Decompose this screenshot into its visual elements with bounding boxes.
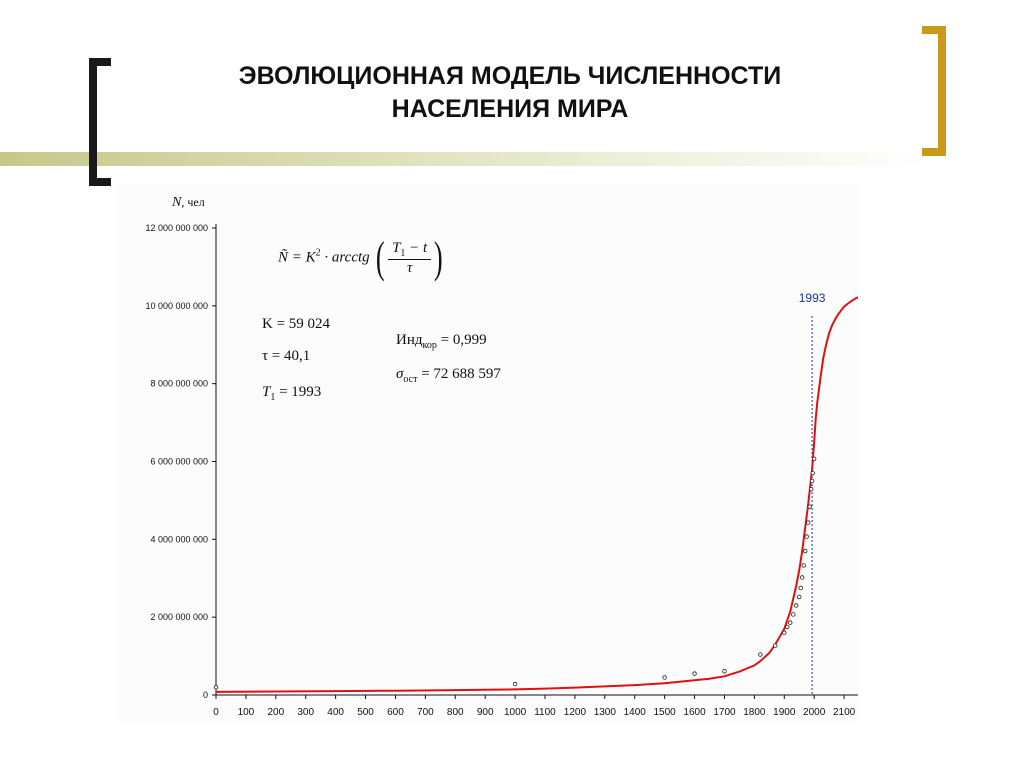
x-tick-label: 1200 (564, 707, 587, 718)
marker-label-1993: 1993 (799, 291, 826, 305)
formula-numerator: T1 − t (388, 239, 432, 260)
x-tick-label: 1000 (504, 707, 527, 718)
x-tick-label: 1800 (743, 707, 766, 718)
formula-num-sub: 1 (400, 247, 406, 259)
observed-point (791, 612, 796, 617)
observed-point (662, 675, 667, 680)
x-tick-label: 2000 (803, 707, 826, 718)
slide-title-line-1: ЭВОЛЮЦИОННАЯ МОДЕЛЬ ЧИСЛЕННОСТИ (238, 62, 782, 90)
x-tick-label: 1400 (624, 707, 647, 718)
param-tau: τ = 40,1 (262, 348, 311, 364)
x-tick-label: 1900 (773, 707, 796, 718)
stat-sigma-value: = 72 688 597 (417, 366, 501, 382)
observed-point (808, 486, 814, 492)
observed-point (807, 504, 812, 509)
x-tick-label: 2100 (833, 707, 856, 718)
observed-point (806, 520, 811, 525)
x-tick-label: 1500 (654, 707, 677, 718)
model-curve (215, 296, 858, 693)
x-tick-label: 1600 (683, 707, 706, 718)
formula-num-t: T (392, 239, 401, 256)
x-tick-label: 1700 (713, 707, 736, 718)
stat-ind-value: = 0,999 (436, 332, 487, 348)
decorative-bar (0, 152, 930, 166)
observed-point (512, 681, 518, 687)
y-tick-label: 8 000 000 000 (150, 379, 208, 389)
y-axis-label-symbol: N (171, 195, 182, 210)
stat-residual-sigma: σост = 72 688 597 (396, 366, 501, 385)
slide-title-line-2: НАСЕЛЕНИЯ МИРА (391, 95, 629, 123)
observed-point (213, 685, 219, 690)
formula-k-power: 2 (315, 247, 321, 259)
population-chart: 0 2 000 000 000 4 000 000 000 6 000 000 000… (145, 195, 858, 718)
observed-point (798, 585, 803, 591)
observed-point (803, 548, 808, 554)
x-tick-label: 1300 (594, 707, 617, 718)
formula-den: τ (406, 259, 413, 276)
y-tick-label: 6 000 000 000 (150, 457, 208, 467)
observed-point (801, 563, 806, 568)
observed-point (782, 630, 787, 635)
observed-point (788, 620, 793, 625)
formula-left-paren: ( (376, 233, 386, 282)
param-t1-sub: 1 (270, 392, 276, 403)
observed-point (811, 456, 817, 461)
param-t1: T1 = 1993 (262, 384, 321, 403)
left-bracket-decoration (89, 58, 111, 186)
observed-point (810, 470, 815, 476)
formula-func: · arcctg (320, 249, 370, 266)
y-tick-label: 0 (203, 690, 208, 700)
x-tick-label: 100 (238, 707, 255, 718)
chart-panel: 0 2 000 000 000 4 000 000 000 6 000 000 000… (118, 184, 858, 722)
x-tick-label: 200 (267, 707, 284, 718)
x-tick-label: 0 (213, 707, 219, 718)
x-tick-label: 400 (327, 707, 344, 718)
y-tick-label: 2 000 000 000 (150, 612, 208, 622)
param-t1-symbol: T (262, 384, 271, 400)
stat-ind-sub: кор (422, 340, 437, 351)
formula-lhs: Ñ (278, 249, 289, 266)
slide-title: ЭВОЛЮЦИОННАЯ МОДЕЛЬ ЧИСЛЕННОСТИ НАСЕЛЕНИ… (150, 60, 870, 126)
stat-sigma-symbol: σ (396, 366, 404, 382)
x-tick-label: 300 (297, 707, 314, 718)
observed-point (722, 669, 727, 674)
formula-eq: = K (288, 249, 316, 266)
x-tick-label: 600 (387, 707, 404, 718)
observed-point (758, 652, 763, 657)
param-k: K = 59 024 (262, 316, 331, 332)
observed-point (800, 575, 805, 580)
stat-correlation-index: Индкор = 0,999 (396, 332, 487, 351)
right-bracket-decoration (922, 26, 946, 156)
y-tick-label: 4 000 000 000 (150, 534, 208, 544)
x-tick-label: 700 (417, 707, 434, 718)
x-tick-label: 1100 (534, 707, 556, 718)
formula-denominator: τ (388, 260, 431, 277)
x-tick-label: 800 (447, 707, 464, 718)
observed-point (692, 671, 697, 676)
y-axis-label: N, чел (171, 195, 205, 210)
observed-point (797, 594, 802, 600)
formula-right-paren: ) (434, 233, 443, 282)
y-tick-label: 10 000 000 000 (145, 301, 208, 311)
model-formula: Ñ = K2 · arcctg (T1 − t τ) (278, 236, 446, 280)
stat-ind-prefix: Инд (396, 332, 423, 348)
x-tick-label: 500 (357, 707, 374, 718)
param-t1-value: = 1993 (275, 384, 322, 400)
observed-point (804, 534, 809, 539)
y-tick-label: 12 000 000 000 (145, 223, 208, 233)
observed-point (809, 478, 815, 484)
stat-sigma-sub: ост (403, 374, 418, 385)
y-axis-label-unit: , чел (181, 195, 204, 209)
observed-point (773, 643, 778, 648)
observed-point (785, 624, 790, 630)
formula-num-rest: − t (405, 239, 428, 256)
x-tick-label: 900 (477, 707, 494, 718)
observed-point (794, 603, 799, 608)
